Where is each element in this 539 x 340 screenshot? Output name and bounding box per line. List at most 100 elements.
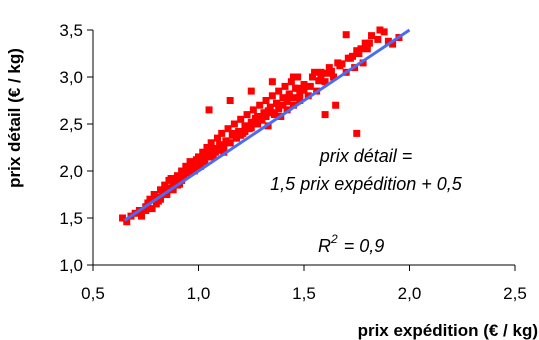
y-tick-label: 2,0 <box>59 162 83 181</box>
x-axis-title: prix expédition (€ / kg) <box>358 321 538 340</box>
x-tick-label: 0,5 <box>81 284 105 303</box>
data-point <box>167 175 175 183</box>
data-point <box>357 45 365 53</box>
data-point <box>247 118 255 126</box>
data-point <box>213 134 221 142</box>
data-point <box>203 144 211 151</box>
equation-line-2: 1,5 prix expédition + 0,5 <box>270 174 463 194</box>
x-tick-label: 2,0 <box>398 284 422 303</box>
data-point <box>262 112 270 120</box>
data-point <box>224 125 232 133</box>
data-point <box>226 97 234 104</box>
y-tick-label: 1,0 <box>59 256 83 275</box>
data-point <box>230 120 238 128</box>
data-point <box>184 169 192 177</box>
data-point <box>300 81 308 89</box>
data-point <box>251 114 259 122</box>
data-point <box>374 35 382 43</box>
data-point <box>325 64 333 72</box>
data-point <box>180 167 188 175</box>
data-point <box>363 45 371 53</box>
data-point <box>279 94 287 102</box>
data-point <box>353 129 361 137</box>
trendline-group <box>123 28 411 222</box>
data-point <box>380 28 388 36</box>
data-point <box>247 124 255 132</box>
equation-line-1: prix détail = <box>319 146 413 166</box>
r-squared-r: R <box>318 236 331 256</box>
data-point <box>384 37 392 45</box>
data-point <box>119 214 127 222</box>
y-axis-title: prix détail (€ / kg) <box>5 48 24 188</box>
data-point <box>169 178 177 186</box>
data-point <box>157 186 165 194</box>
data-point <box>268 78 276 86</box>
data-point <box>287 78 295 86</box>
trendline <box>123 28 411 222</box>
data-point <box>195 162 202 170</box>
data-point <box>163 191 171 198</box>
data-point <box>237 131 245 139</box>
data-point <box>264 107 272 115</box>
data-point <box>285 92 293 100</box>
data-point <box>205 153 213 161</box>
data-point <box>342 31 350 39</box>
data-point <box>188 159 196 167</box>
data-point <box>321 111 329 119</box>
y-tick-label: 1,5 <box>59 209 83 228</box>
data-point <box>315 77 323 85</box>
data-point <box>317 68 325 76</box>
data-point <box>289 73 297 81</box>
data-point <box>222 137 230 145</box>
data-point <box>254 120 262 128</box>
data-point <box>220 144 228 151</box>
data-point <box>294 84 302 92</box>
data-point <box>138 212 146 220</box>
data-point <box>279 101 287 109</box>
data-point <box>216 141 224 149</box>
r-squared-exponent: 2 <box>330 232 338 246</box>
x-tick-label: 1,0 <box>187 284 211 303</box>
data-point <box>218 129 226 137</box>
data-point <box>209 144 217 152</box>
tick-labels: 0,5 1,0 1,5 2,0 2,5 1,0 1,5 2,0 2,5 3,0 3,5 <box>59 21 526 303</box>
data-point <box>289 94 297 102</box>
y-tick-label: 3,5 <box>59 21 83 40</box>
data-point <box>365 39 373 47</box>
data-point <box>195 153 202 161</box>
data-point <box>344 54 352 62</box>
data-point <box>235 128 243 136</box>
data-point <box>146 195 154 203</box>
data-point <box>361 39 369 47</box>
data-point <box>349 52 357 60</box>
data-point <box>249 106 257 114</box>
data-point <box>308 73 316 81</box>
data-point <box>283 106 291 114</box>
data-point <box>209 153 217 161</box>
data-point <box>178 176 186 184</box>
data-point <box>353 47 361 55</box>
data-point <box>289 101 297 109</box>
data-point <box>330 73 338 81</box>
data-point <box>243 122 251 130</box>
data-point <box>123 218 131 226</box>
data-point <box>256 101 264 109</box>
data-point <box>376 26 384 34</box>
r-squared-value: = 0,9 <box>344 236 385 256</box>
data-point <box>306 82 314 90</box>
data-point <box>142 206 150 214</box>
r-squared-label: R2 = 0,9 <box>318 232 384 256</box>
data-point <box>260 109 268 117</box>
data-point <box>304 92 312 100</box>
data-point <box>182 162 190 170</box>
y-tick-label: 2,5 <box>59 115 83 134</box>
data-point <box>243 111 251 119</box>
data-point <box>199 158 207 166</box>
data-point <box>232 134 240 142</box>
data-point <box>237 115 245 123</box>
y-tick-label: 3,0 <box>59 68 83 87</box>
data-point <box>359 59 367 67</box>
data-point <box>275 87 283 95</box>
data-point <box>296 97 304 104</box>
